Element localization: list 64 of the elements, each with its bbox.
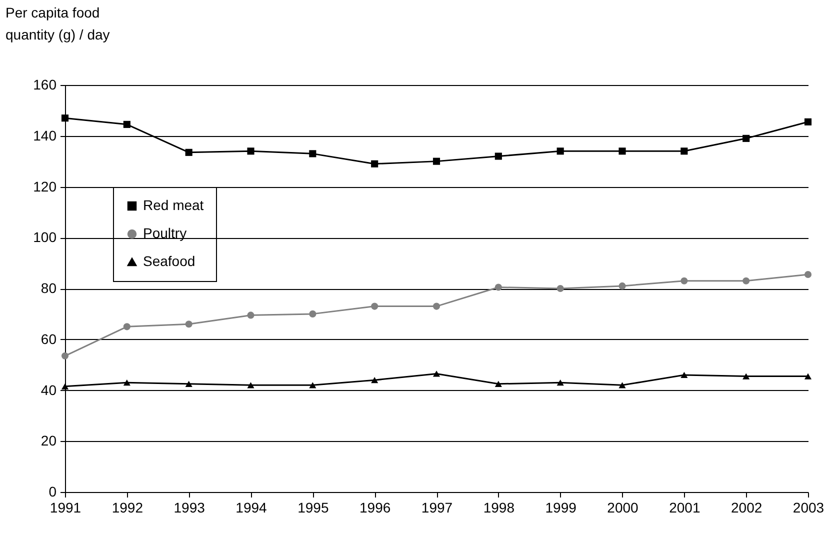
x-tick-label: 2000 <box>607 500 639 516</box>
point <box>247 148 254 155</box>
point <box>680 372 688 378</box>
legend-label: Seafood <box>143 253 196 269</box>
point <box>432 302 440 310</box>
point <box>618 382 626 388</box>
point <box>371 160 378 168</box>
point <box>247 312 254 319</box>
y-axis-title: Per capita food quantity (g) / day <box>6 4 110 42</box>
x-tick-label: 1998 <box>483 500 515 516</box>
point <box>556 380 564 386</box>
x-tick-label: 1996 <box>360 500 391 516</box>
point <box>247 382 254 388</box>
point <box>123 380 130 386</box>
point <box>618 282 626 290</box>
x-tick-label: 1999 <box>545 500 577 516</box>
point <box>742 277 750 284</box>
y-tick-label: 80 <box>40 280 57 296</box>
point <box>494 152 502 160</box>
point <box>742 134 750 142</box>
x-tick-label: 1997 <box>421 500 453 516</box>
x-tick-label: 2003 <box>792 500 824 516</box>
y-tick-label: 0 <box>48 484 57 500</box>
point <box>309 150 316 158</box>
legend-label: Poultry <box>143 225 187 241</box>
point <box>556 284 564 292</box>
x-tick-label: 2002 <box>731 500 762 516</box>
point <box>185 148 192 156</box>
point <box>123 323 130 330</box>
point <box>494 380 502 387</box>
y-tick-label: 100 <box>33 229 57 246</box>
x-tick-label: 1992 <box>112 500 144 516</box>
point <box>371 302 378 310</box>
point <box>804 373 812 380</box>
point <box>309 382 316 388</box>
point <box>680 277 688 284</box>
y-tick-label: 40 <box>40 382 57 398</box>
legend-label: Red meat <box>143 197 204 213</box>
y-tick-label: 20 <box>40 432 57 449</box>
point <box>494 284 502 291</box>
point <box>432 370 440 377</box>
point <box>185 320 192 328</box>
point <box>432 158 440 165</box>
point <box>123 120 130 128</box>
y-tick-label: 160 <box>33 76 57 92</box>
point <box>371 377 378 384</box>
point <box>804 118 812 126</box>
y-tick-label: 120 <box>33 178 57 194</box>
x-tick-label: 1995 <box>298 500 329 516</box>
x-tick-label: 1993 <box>174 500 206 516</box>
point <box>618 148 626 155</box>
x-tick-label: 1991 <box>50 500 82 516</box>
point <box>804 270 812 278</box>
point <box>185 380 192 387</box>
y-tick-label: 140 <box>33 127 57 144</box>
point <box>680 148 688 155</box>
point <box>309 310 316 318</box>
point <box>61 114 69 122</box>
x-tick-label: 2001 <box>669 500 700 516</box>
point <box>556 148 564 155</box>
y-tick-label: 60 <box>40 330 57 347</box>
point <box>61 352 69 360</box>
point <box>742 373 750 380</box>
x-tick-label: 1994 <box>236 500 268 516</box>
